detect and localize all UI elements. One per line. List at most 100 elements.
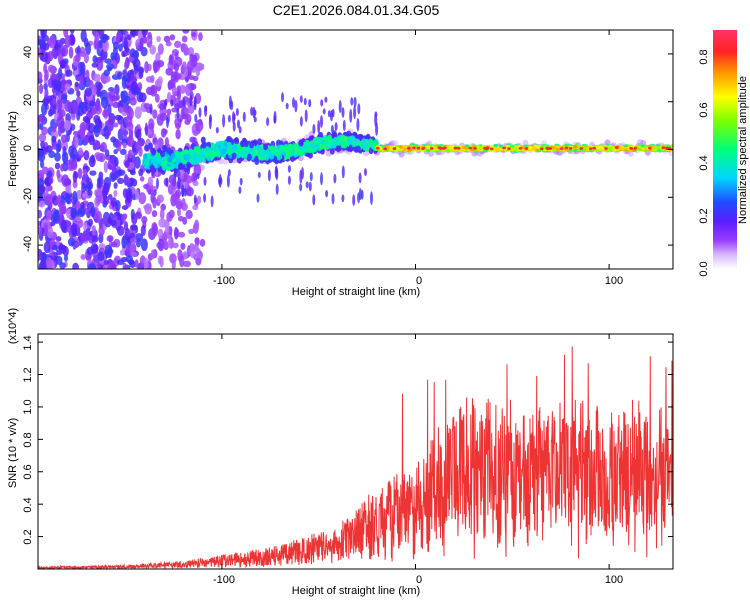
heatmap-cell-1296 bbox=[156, 60, 165, 68]
heatmap-cell-3040 bbox=[324, 143, 330, 150]
heatmap-cell-3078 bbox=[303, 97, 307, 106]
heatmap-cell-1321 bbox=[172, 177, 177, 187]
heatmap-cell-3114 bbox=[256, 193, 260, 203]
heatmap-cell-2970 bbox=[250, 150, 256, 157]
heatmap-cell-1368 bbox=[179, 84, 186, 94]
heatmap-cell-1276 bbox=[127, 135, 134, 147]
heatmap-cell-3081 bbox=[252, 106, 256, 119]
heatmap-cell-1373 bbox=[122, 262, 128, 269]
heatmap-cell-1346 bbox=[54, 152, 61, 162]
heatmap-cell-4878 bbox=[579, 147, 583, 150]
heatmap-cell-1434 bbox=[72, 262, 79, 269]
heatmap-cell-3146 bbox=[215, 126, 219, 134]
heatmap-cell-1393 bbox=[174, 56, 183, 67]
heatmap-cell-3141 bbox=[232, 111, 235, 125]
top-xtick-label-2: 0 bbox=[416, 275, 422, 287]
heatmap-cell-1305 bbox=[64, 120, 71, 131]
heatmap-cell-4733 bbox=[572, 148, 577, 152]
heatmap-cell-1312 bbox=[199, 238, 206, 247]
heatmap-cell-3106 bbox=[352, 194, 356, 207]
heatmap-cell-3071 bbox=[294, 99, 298, 113]
heatmap-cell-246 bbox=[522, 139, 529, 146]
heatmap-cell-425 bbox=[68, 46, 74, 59]
heatmap-cell-1199 bbox=[103, 176, 112, 190]
heatmap-cell-3139 bbox=[238, 186, 242, 195]
heatmap-cell-1376 bbox=[94, 152, 102, 159]
heatmap-cell-3055 bbox=[312, 123, 316, 134]
heatmap-cell-2700 bbox=[308, 151, 313, 159]
heatmap-cell-1192 bbox=[186, 113, 192, 123]
heatmap-cell-3137 bbox=[349, 109, 353, 123]
heatmap-cell-932 bbox=[128, 128, 134, 136]
colorbar-tick-0: 0.0 bbox=[698, 261, 710, 276]
colorbar-label: Normalized spectral amplitude bbox=[737, 76, 749, 224]
heatmap-cell-1314 bbox=[110, 172, 119, 181]
heatmap-cell-3148 bbox=[304, 109, 308, 123]
heatmap-cell-1157 bbox=[80, 201, 85, 209]
heatmap-cell-4600 bbox=[611, 148, 616, 152]
heatmap-cell-3116 bbox=[198, 107, 202, 118]
heatmap-cell-1329 bbox=[60, 219, 67, 233]
heatmap-cell-835 bbox=[38, 83, 44, 95]
heatmap-cell-1416 bbox=[74, 241, 80, 248]
chart-title: C2E1.2026.084.01.34.G05 bbox=[273, 2, 440, 18]
heatmap-cell-1004 bbox=[76, 90, 81, 98]
heatmap-cell-1016 bbox=[54, 162, 61, 170]
heatmap-cell-3047 bbox=[356, 118, 360, 132]
heatmap-cell-1339 bbox=[130, 81, 138, 94]
heatmap-cell-4903 bbox=[568, 147, 573, 150]
heatmap-cell-1303 bbox=[124, 60, 129, 70]
heatmap-cell-1355 bbox=[102, 190, 108, 201]
heatmap-cell-1310 bbox=[82, 115, 89, 123]
heatmap-cell-860 bbox=[64, 35, 72, 48]
heatmap-cell-1227 bbox=[139, 92, 147, 103]
heatmap-cell-3099 bbox=[210, 195, 214, 208]
heatmap-cell-1176 bbox=[135, 232, 144, 242]
heatmap-cell-4807 bbox=[531, 146, 536, 150]
heatmap-cell-1389 bbox=[186, 60, 194, 72]
heatmap-cell-3018 bbox=[201, 141, 207, 149]
heatmap-cell-917 bbox=[134, 141, 142, 151]
heatmap-cell-1251 bbox=[79, 75, 84, 86]
heatmap-cell-3016 bbox=[361, 142, 367, 149]
heatmap-cell-3129 bbox=[222, 114, 226, 128]
heatmap-cell-1401 bbox=[129, 30, 137, 36]
heatmap-cell-1343 bbox=[74, 216, 82, 222]
heatmap-cell-2999 bbox=[170, 153, 176, 159]
heatmap-cell-3066 bbox=[309, 172, 313, 182]
heatmap-cell-1095 bbox=[152, 196, 157, 209]
top-y-axis-label: Frequency (Hz) bbox=[7, 111, 19, 187]
heatmap-cell-3027 bbox=[240, 140, 246, 148]
heatmap-cell-1169 bbox=[39, 160, 45, 169]
heatmap-cell-2763 bbox=[166, 147, 172, 155]
heatmap-cell-1426 bbox=[167, 80, 175, 90]
heatmap-cell-1237 bbox=[140, 176, 145, 182]
heatmap-cell-983 bbox=[38, 248, 42, 262]
heatmap-cell-4862 bbox=[453, 146, 458, 150]
heatmap-cell-3158 bbox=[232, 121, 236, 132]
heatmap-cell-344 bbox=[151, 210, 158, 218]
heatmap-cell-4728 bbox=[644, 144, 649, 149]
heatmap-cell-4891 bbox=[604, 147, 608, 150]
heatmap-cell-1374 bbox=[83, 150, 90, 161]
heatmap-cell-3031 bbox=[343, 140, 349, 147]
heatmap-cell-1097 bbox=[181, 35, 188, 43]
heatmap-cell-1306 bbox=[111, 95, 119, 102]
heatmap-cell-1028 bbox=[38, 71, 43, 82]
heatmap-cell-162 bbox=[392, 140, 399, 147]
heatmap-cell-1399 bbox=[77, 207, 86, 218]
heatmap-cell-4904 bbox=[416, 146, 421, 150]
heatmap-cell-4618 bbox=[498, 144, 504, 148]
heatmap-cell-1125 bbox=[182, 30, 190, 34]
heatmap-cell-3105 bbox=[338, 99, 342, 114]
heatmap-cell-950 bbox=[113, 190, 118, 198]
heatmap-cell-771 bbox=[174, 40, 182, 49]
heatmap-cell-3152 bbox=[274, 165, 278, 179]
heatmap-cell-839 bbox=[79, 127, 85, 140]
heatmap-cell-1428 bbox=[148, 118, 155, 130]
heatmap-cell-1196 bbox=[59, 59, 65, 69]
heatmap-cell-1032 bbox=[134, 106, 142, 119]
heatmap-cell-3052 bbox=[370, 191, 373, 205]
heatmap-cell-4886 bbox=[518, 146, 523, 150]
heatmap-cell-1271 bbox=[112, 122, 119, 128]
